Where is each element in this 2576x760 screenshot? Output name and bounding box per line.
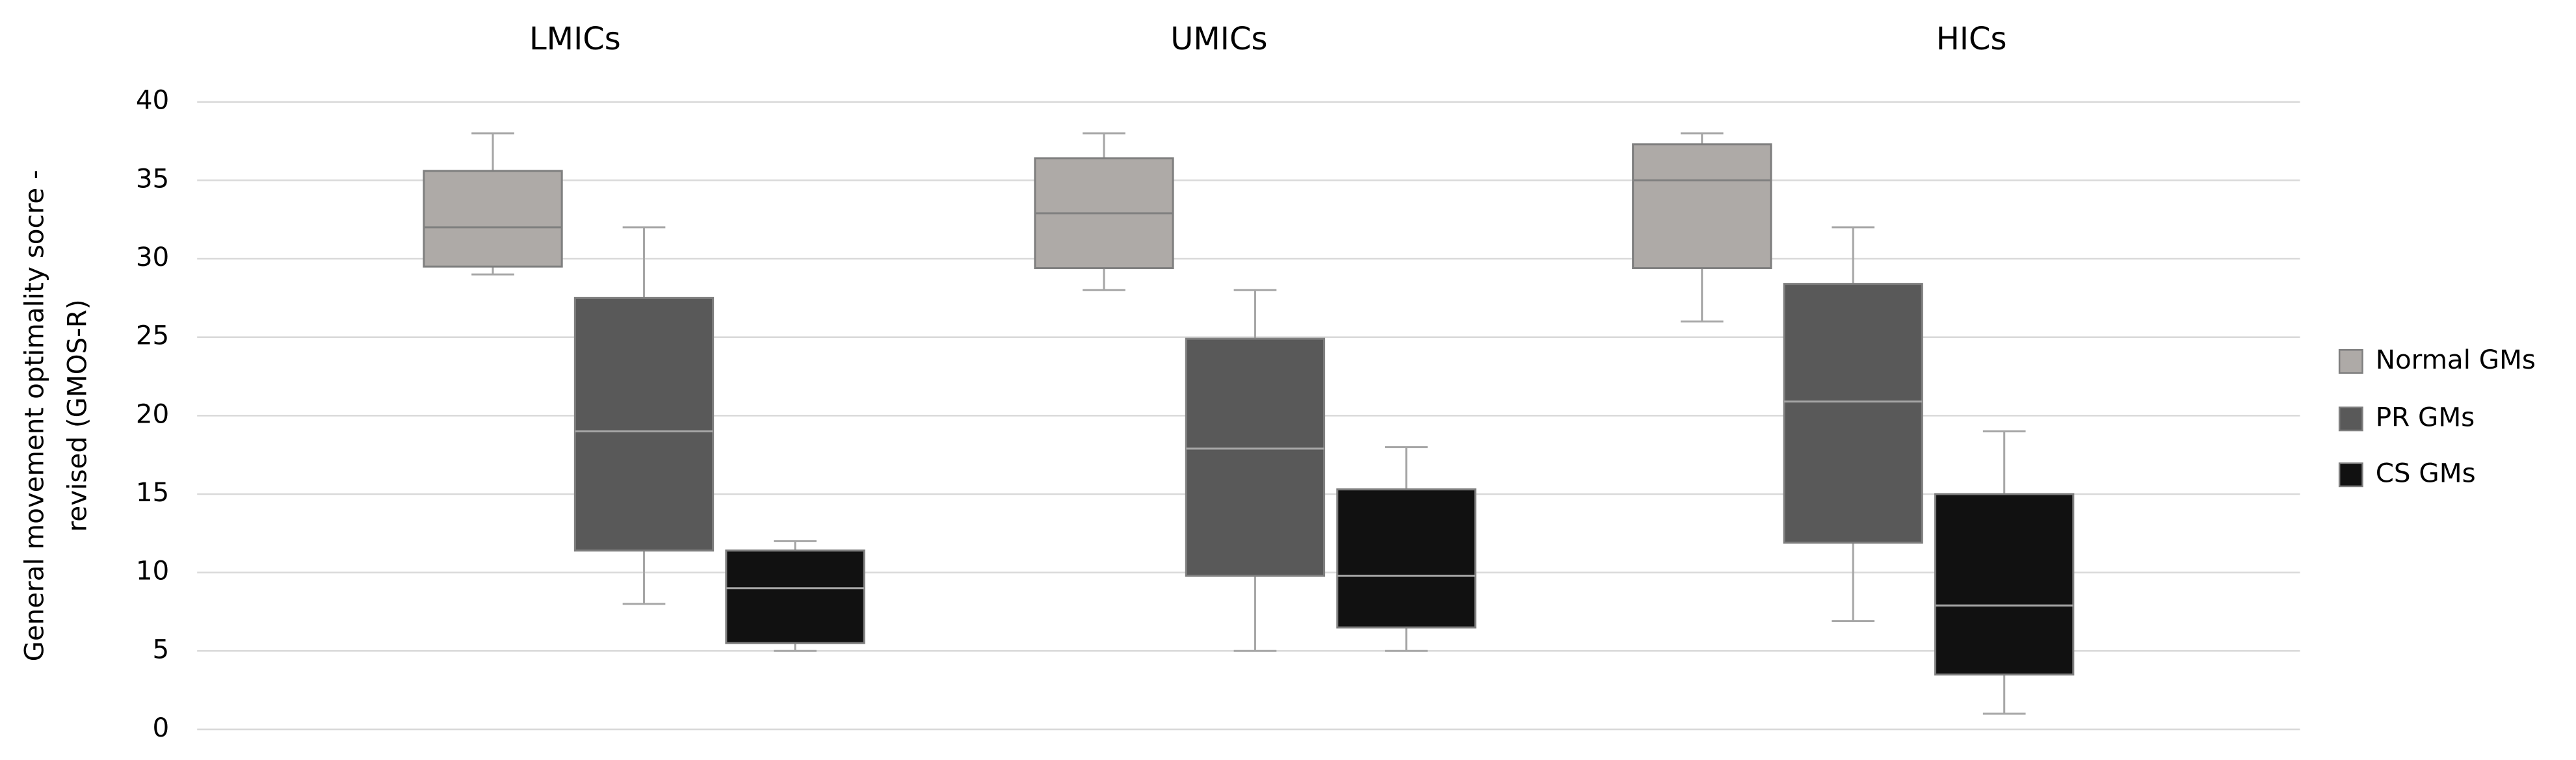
legend-label: PR GMs — [2376, 401, 2475, 432]
box — [573, 296, 715, 552]
legend-label: Normal GMs — [2376, 344, 2536, 375]
y-tick-label: 35 — [136, 163, 169, 194]
y-axis-title: General movement optimality socre - — [19, 170, 50, 661]
legend-swatch — [2338, 462, 2363, 488]
category-label: UMICs — [1170, 21, 1267, 57]
category-label: LMICs — [529, 21, 621, 57]
box — [423, 170, 563, 268]
legend-swatch — [2338, 348, 2363, 374]
y-tick-label: 40 — [136, 85, 169, 116]
y-tick-label: 20 — [136, 398, 169, 429]
box — [1185, 337, 1326, 577]
box — [725, 549, 865, 644]
box — [1632, 143, 1772, 270]
y-tick-label: 0 — [153, 712, 170, 743]
box — [1336, 488, 1477, 629]
y-tick-label: 30 — [136, 241, 169, 272]
y-tick-label: 15 — [136, 477, 169, 508]
y-tick-label: 10 — [136, 555, 169, 586]
y-axis-title: revised (GMOS-R) — [61, 299, 92, 532]
category-label: HICs — [1936, 21, 2007, 57]
box — [1783, 283, 1923, 544]
y-tick-label: 25 — [136, 320, 169, 351]
legend-swatch — [2338, 406, 2363, 432]
legend-label: CS GMs — [2376, 457, 2476, 488]
y-tick-label: 5 — [153, 633, 170, 664]
box — [1934, 493, 2075, 676]
